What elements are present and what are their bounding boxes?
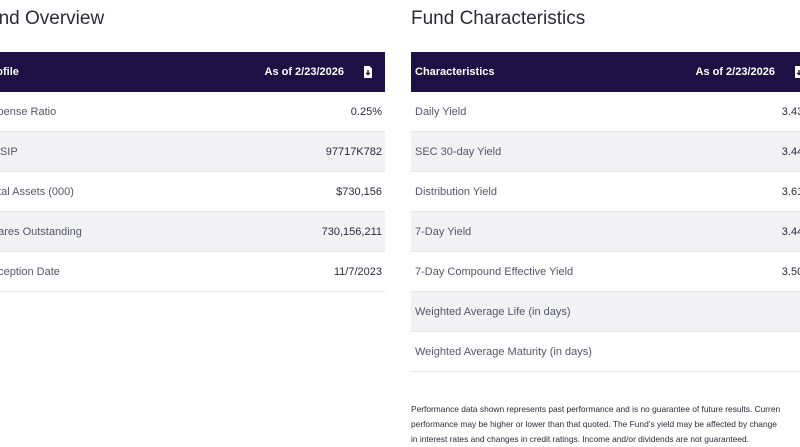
row-label: xpense Ratio: [0, 105, 57, 118]
table-row: Weighted Average Maturity (in days) 8.: [411, 332, 800, 372]
row-label: Distribution Yield: [415, 185, 497, 198]
row-label: Daily Yield: [415, 105, 467, 118]
disclaimer-line: performance may be higher or lower than …: [411, 419, 777, 429]
table-row: Distribution Yield 3.61%: [411, 172, 800, 212]
table-row: xpense Ratio 0.25%: [0, 92, 385, 132]
table-row: otal Assets (000) $730,156: [0, 172, 385, 212]
fund-overview-title: und Overview: [0, 8, 105, 29]
as-of-date: As of 2/23/2026: [264, 66, 345, 78]
row-value: 11/7/2023: [333, 265, 382, 278]
characteristics-table: Characteristics As of 2/23/2026 Daily Yi…: [411, 52, 800, 372]
fund-profile-table: rofile As of 2/23/2026 xpense Ratio 0.25…: [0, 52, 385, 292]
as-of-date: As of 2/23/2026: [695, 66, 776, 78]
row-value: 3.43%: [781, 105, 800, 118]
profile-column-header: rofile: [0, 66, 19, 78]
table-row: hares Outstanding 730,156,211: [0, 212, 385, 252]
row-value: 3.50%: [781, 265, 800, 278]
table-row: nception Date 11/7/2023: [0, 252, 385, 292]
row-label: Weighted Average Maturity (in days): [415, 345, 592, 358]
row-label: 7-Day Yield: [415, 225, 472, 238]
row-value: 3.61%: [781, 185, 800, 198]
row-label: Weighted Average Life (in days): [415, 305, 571, 318]
row-value: 3.44%: [781, 145, 800, 158]
row-label: otal Assets (000): [0, 185, 74, 198]
row-value: 3.44%: [781, 225, 800, 238]
row-value: 0.25%: [350, 105, 382, 118]
download-icon[interactable]: [794, 66, 800, 78]
disclaimer-line: in interest rates and changes in credit …: [411, 434, 749, 444]
row-label: 7-Day Compound Effective Yield: [415, 265, 574, 278]
characteristics-column-header: Characteristics: [415, 66, 495, 78]
fund-profile-table-header: rofile As of 2/23/2026: [0, 52, 385, 92]
table-row: USIP 97717K782: [0, 132, 385, 172]
characteristics-table-header: Characteristics As of 2/23/2026: [411, 52, 800, 92]
table-row: Daily Yield 3.43%: [411, 92, 800, 132]
table-row: 7-Day Compound Effective Yield 3.50%: [411, 252, 800, 292]
performance-disclaimer: Performance data shown represents past p…: [411, 402, 800, 447]
fund-characteristics-title: Fund Characteristics: [411, 8, 586, 29]
download-icon[interactable]: [363, 66, 373, 78]
table-row: SEC 30-day Yield 3.44%: [411, 132, 800, 172]
table-row: Weighted Average Life (in days) 8.: [411, 292, 800, 332]
row-label: nception Date: [0, 265, 60, 278]
row-label: hares Outstanding: [0, 225, 82, 238]
row-label: SEC 30-day Yield: [415, 145, 502, 158]
table-row: 7-Day Yield 3.44%: [411, 212, 800, 252]
row-label: USIP: [0, 145, 18, 158]
row-value: $730,156: [336, 185, 382, 198]
row-value: 97717K782: [325, 145, 382, 158]
disclaimer-line: Performance data shown represents past p…: [411, 404, 781, 414]
row-value: 730,156,211: [321, 225, 382, 238]
